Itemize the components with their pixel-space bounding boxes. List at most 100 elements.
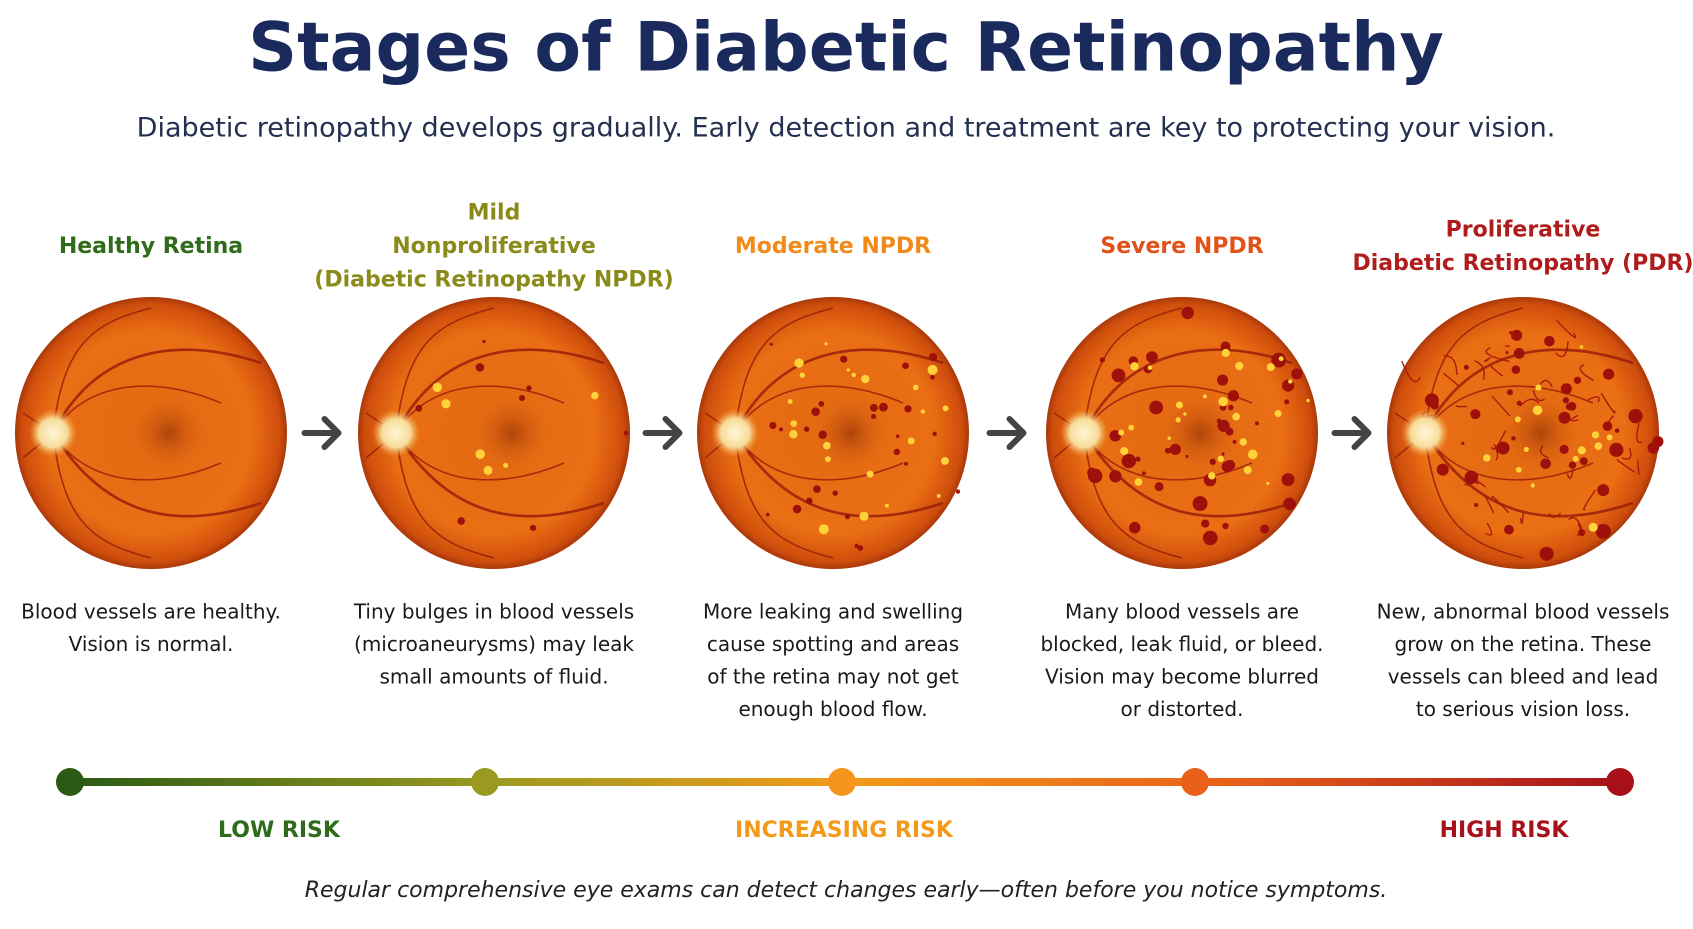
stage-description: or distorted. [1121,697,1244,721]
new-vessel [1401,360,1421,383]
exudate [1288,379,1293,384]
exudate [1175,417,1181,423]
retina-image [1046,297,1318,569]
new-vessel [1570,414,1579,422]
exudate [794,358,804,368]
hemorrhage [1614,428,1620,433]
hemorrhage [818,401,825,407]
hemorrhage [1496,441,1510,455]
optic-disc [711,409,760,457]
hemorrhage [955,489,961,494]
exudate [1239,438,1247,446]
hemorrhage [475,363,485,372]
stage-description: Vision may become blurred [1045,665,1319,689]
arrow [986,416,1027,450]
vessel [394,348,605,434]
hemorrhage [526,385,532,391]
hemorrhage [1474,502,1479,507]
hemorrhage [792,504,802,514]
new-vessel [1637,459,1640,476]
new-vessel [1600,392,1616,414]
exudate [503,462,509,468]
hemorrhage [870,413,877,420]
stage-description: cause spotting and areas [707,632,959,656]
exudate [818,524,829,535]
exudate [866,470,874,478]
hemorrhage [1652,436,1664,448]
hemorrhage [805,497,813,505]
new-vessel [1555,341,1569,358]
stage-title: Diabetic Retinopathy (PDR) [1353,251,1693,276]
hemorrhage [857,545,864,551]
exudate [920,409,926,414]
new-vessel [1489,365,1504,377]
vessel [395,307,495,434]
hemorrhage [1628,408,1643,424]
hemorrhage [1216,374,1229,386]
new-vessel [1519,398,1540,407]
hemorrhage [1461,441,1465,445]
new-vessel [1532,389,1545,402]
new-vessel [1519,510,1524,525]
hemorrhage [1511,436,1516,441]
hemorrhage [1595,523,1611,539]
exudate [1483,454,1491,462]
new-vessel [1568,516,1584,533]
risk-label: INCREASING RISK [735,818,954,843]
stage-title: Proliferative [1446,217,1601,242]
hemorrhage [1511,365,1521,374]
hemorrhage [1169,443,1181,456]
exudate [927,364,938,375]
vessel [1082,348,1293,434]
hemorrhage [1567,401,1577,411]
stage-description: small amounts of fluid. [379,665,608,689]
hemorrhage [519,395,526,402]
exudate [824,456,831,463]
exudate [859,511,869,521]
hemorrhage [869,403,878,412]
hemorrhage [1558,411,1571,424]
hemorrhage [778,427,784,432]
stage-description: Blood vessels are healthy. [21,600,281,624]
hemorrhage [1504,524,1514,535]
hemorrhage [415,404,423,412]
exudate [1183,412,1187,416]
hemorrhage [1463,364,1469,370]
exudate [940,456,949,465]
footer: Regular comprehensive eye exams can dete… [305,878,1388,903]
vessel [1083,307,1183,434]
exudate [851,372,856,378]
hemorrhage [1540,458,1551,470]
exudate [1134,478,1143,486]
hemorrhage [1281,473,1295,487]
risk-dot [1606,768,1634,796]
hemorrhage [904,461,908,466]
hemorrhage [1202,530,1218,546]
exudate [1514,416,1521,423]
exudate [1147,365,1153,371]
exudate [432,382,443,393]
stage-description: New, abnormal blood vessels [1377,600,1670,624]
new-vessel [1483,356,1492,362]
exudate [1221,348,1230,358]
stage-description: Many blood vessels are [1065,600,1299,624]
hemorrhage [1578,529,1586,537]
new-vessel [1485,347,1510,363]
vessel [1082,432,1293,518]
vessel [734,307,834,434]
stage-title: Moderate NPDR [735,234,931,259]
exudate [912,384,919,391]
exudate [942,405,949,412]
exudate [824,342,828,346]
hemorrhage [1609,442,1624,457]
exudate [799,372,806,378]
exudate [1591,431,1600,439]
hemorrhage [1559,444,1569,454]
exudate [789,430,798,439]
hemorrhage [1573,376,1582,384]
hemorrhage [765,512,770,517]
risk-dot [828,768,856,796]
hemorrhage [904,405,912,413]
hemorrhage [1424,393,1439,408]
